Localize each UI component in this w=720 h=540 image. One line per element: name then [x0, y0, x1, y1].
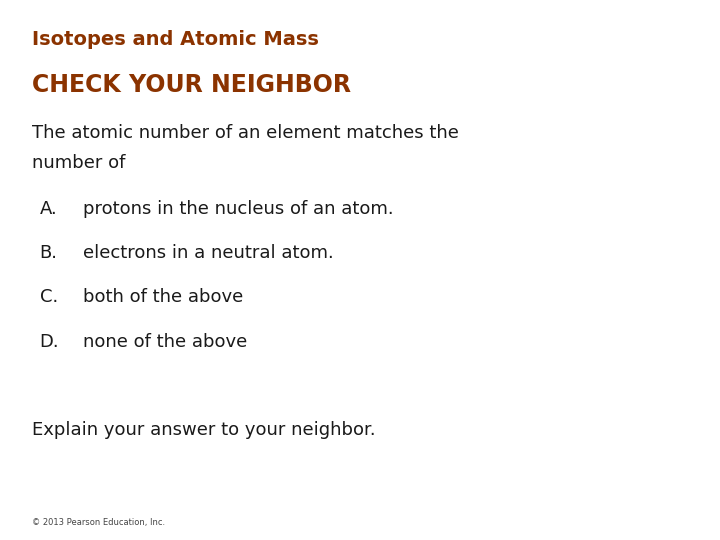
Text: A.: A. — [40, 200, 58, 218]
Text: The atomic number of an element matches the: The atomic number of an element matches … — [32, 124, 459, 142]
Text: © 2013 Pearson Education, Inc.: © 2013 Pearson Education, Inc. — [32, 517, 166, 526]
Text: D.: D. — [40, 333, 59, 350]
Text: CHECK YOUR NEIGHBOR: CHECK YOUR NEIGHBOR — [32, 73, 351, 97]
Text: none of the above: none of the above — [83, 333, 247, 350]
Text: C.: C. — [40, 288, 58, 306]
Text: electrons in a neutral atom.: electrons in a neutral atom. — [83, 244, 333, 262]
Text: both of the above: both of the above — [83, 288, 243, 306]
Text: B.: B. — [40, 244, 58, 262]
Text: protons in the nucleus of an atom.: protons in the nucleus of an atom. — [83, 200, 393, 218]
Text: Isotopes and Atomic Mass: Isotopes and Atomic Mass — [32, 30, 319, 49]
Text: Explain your answer to your neighbor.: Explain your answer to your neighbor. — [32, 421, 376, 439]
Text: number of: number of — [32, 154, 126, 172]
